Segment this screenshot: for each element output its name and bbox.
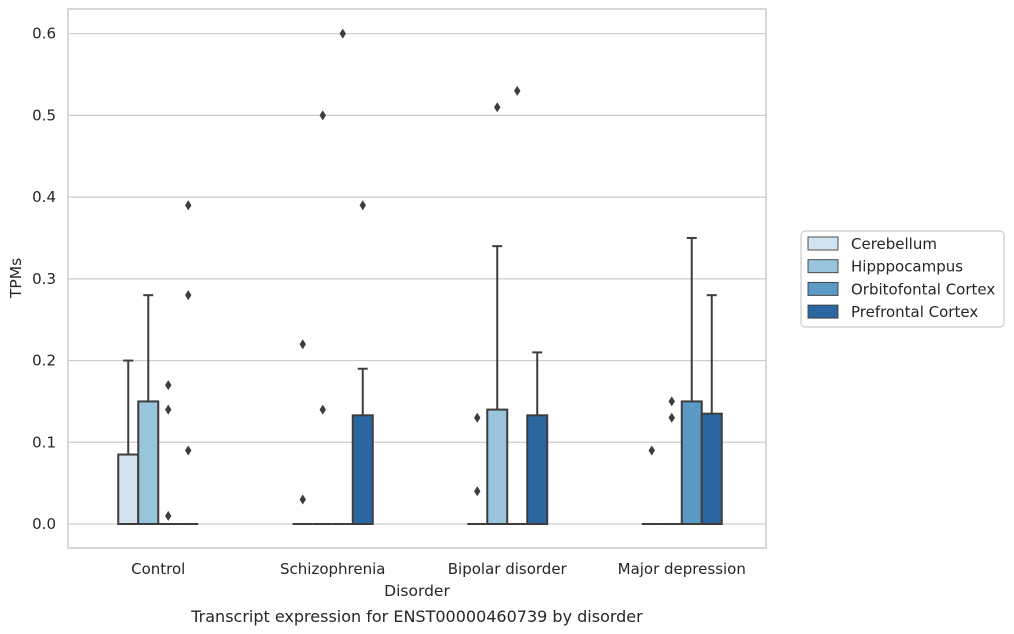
outlier-point (165, 510, 172, 521)
box-body (486, 408, 509, 526)
box-cerebellum (117, 359, 140, 525)
box-hipppocampus (137, 294, 160, 526)
box-cerebellum (467, 412, 488, 525)
legend: Cerebellum Hipppocampus Orbitofontal Corte… (800, 230, 1005, 328)
box-orbitofontal-cortex (680, 236, 703, 526)
box-body (351, 414, 374, 526)
legend-label: Prefrontal Cortex (851, 303, 978, 321)
outlier-point (668, 396, 675, 407)
outlier-point (165, 380, 172, 391)
box-hipppocampus (312, 110, 333, 525)
outlier-point (359, 200, 366, 211)
outlier-point (339, 28, 346, 39)
box-body (700, 412, 723, 526)
y-tick-label: 0.1 (32, 433, 56, 451)
outlier-point (185, 290, 192, 301)
legend-frame (800, 230, 1005, 328)
box-cerebellum (641, 445, 662, 525)
outlier-point (668, 412, 675, 423)
box-orbitofontal-cortex (158, 380, 179, 525)
grid-lines (68, 33, 766, 525)
legend-swatch (807, 259, 839, 274)
y-tick-label: 0.4 (32, 188, 56, 206)
outlier-point (185, 445, 192, 456)
y-tick-label: 0.3 (32, 270, 56, 288)
outlier-point (185, 200, 192, 211)
x-tick-label: Schizophrenia (280, 560, 385, 578)
x-tick-labels: Control Schizophrenia Bipolar disorder Majo… (131, 560, 746, 578)
box-prefrontal-cortex (526, 351, 549, 526)
box-prefrontal-cortex (700, 294, 723, 526)
outlier-point (319, 110, 326, 121)
chart-caption: Transcript expression for ENST0000046073… (190, 607, 643, 626)
boxes (117, 28, 723, 526)
outlier-point (299, 339, 306, 350)
outlier-point (514, 85, 521, 96)
y-tick-label: 0.2 (32, 352, 56, 370)
box-body (680, 400, 703, 526)
y-tick-labels: 0.0 0.1 0.2 0.3 0.4 0.5 0.6 (32, 25, 56, 533)
outlier-point (299, 494, 306, 505)
box-orbitofontal-cortex (332, 28, 353, 525)
outlier-point (474, 412, 481, 423)
legend-label: Hipppocampus (851, 258, 963, 276)
x-tick-label: Bipolar disorder (448, 560, 568, 578)
legend-swatch (807, 236, 839, 251)
outlier-point (165, 404, 172, 415)
legend-swatch (807, 304, 839, 319)
x-tick-label: Control (131, 560, 185, 578)
outlier-point (319, 404, 326, 415)
x-tick-label: Major depression (618, 560, 746, 578)
box-orbitofontal-cortex (507, 85, 528, 525)
plot-frame (67, 8, 767, 549)
outlier-point (648, 445, 655, 456)
legend-label: Orbitofontal Cortex (851, 280, 995, 298)
box-cerebellum (292, 339, 313, 525)
y-tick-label: 0.5 (32, 106, 56, 124)
y-tick-label: 0.6 (32, 25, 56, 43)
box-body (526, 414, 549, 526)
y-tick-label: 0.0 (32, 515, 56, 533)
box-hipppocampus (661, 396, 682, 525)
box-hipppocampus (486, 102, 509, 526)
y-axis-title: TPMs (7, 258, 25, 299)
outlier-point (474, 486, 481, 497)
box-prefrontal-cortex (178, 200, 199, 525)
box-prefrontal-cortex (351, 200, 374, 526)
legend-label: Cerebellum (851, 235, 937, 253)
box-body (117, 453, 140, 525)
outlier-point (494, 102, 501, 113)
legend-swatch (807, 281, 839, 296)
x-axis-title: Disorder (384, 582, 450, 600)
box-body (137, 400, 160, 526)
